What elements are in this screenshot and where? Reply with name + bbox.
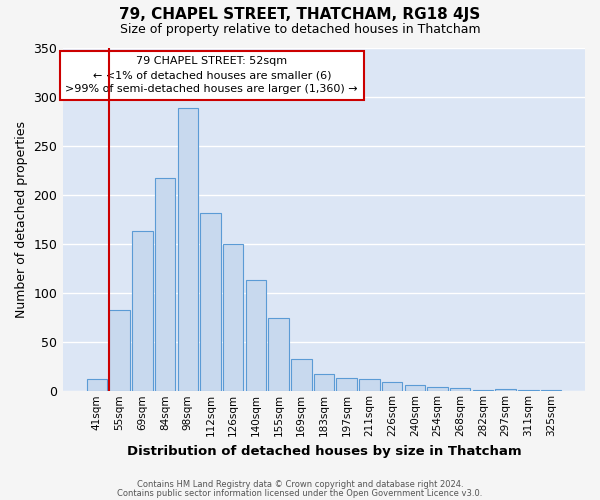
Bar — [109, 310, 130, 392]
Text: 79 CHAPEL STREET: 52sqm
← <1% of detached houses are smaller (6)
>99% of semi-de: 79 CHAPEL STREET: 52sqm ← <1% of detache… — [65, 56, 358, 94]
X-axis label: Distribution of detached houses by size in Thatcham: Distribution of detached houses by size … — [127, 444, 521, 458]
Text: Contains public sector information licensed under the Open Government Licence v3: Contains public sector information licen… — [118, 489, 482, 498]
Bar — [450, 388, 470, 392]
Bar — [314, 374, 334, 392]
Bar — [427, 388, 448, 392]
Text: 79, CHAPEL STREET, THATCHAM, RG18 4JS: 79, CHAPEL STREET, THATCHAM, RG18 4JS — [119, 8, 481, 22]
Bar — [87, 380, 107, 392]
Bar — [155, 178, 175, 392]
Bar — [291, 359, 311, 392]
Bar — [359, 380, 380, 392]
Bar — [132, 231, 152, 392]
Bar — [200, 214, 221, 392]
Bar — [382, 382, 403, 392]
Bar — [245, 280, 266, 392]
Bar — [223, 244, 244, 392]
Bar — [473, 390, 493, 392]
Bar — [541, 390, 561, 392]
Bar — [518, 390, 539, 392]
Bar — [496, 390, 516, 392]
Bar — [337, 378, 357, 392]
Y-axis label: Number of detached properties: Number of detached properties — [15, 121, 28, 318]
Text: Size of property relative to detached houses in Thatcham: Size of property relative to detached ho… — [119, 22, 481, 36]
Bar — [178, 108, 198, 392]
Bar — [268, 318, 289, 392]
Text: Contains HM Land Registry data © Crown copyright and database right 2024.: Contains HM Land Registry data © Crown c… — [137, 480, 463, 489]
Bar — [404, 386, 425, 392]
